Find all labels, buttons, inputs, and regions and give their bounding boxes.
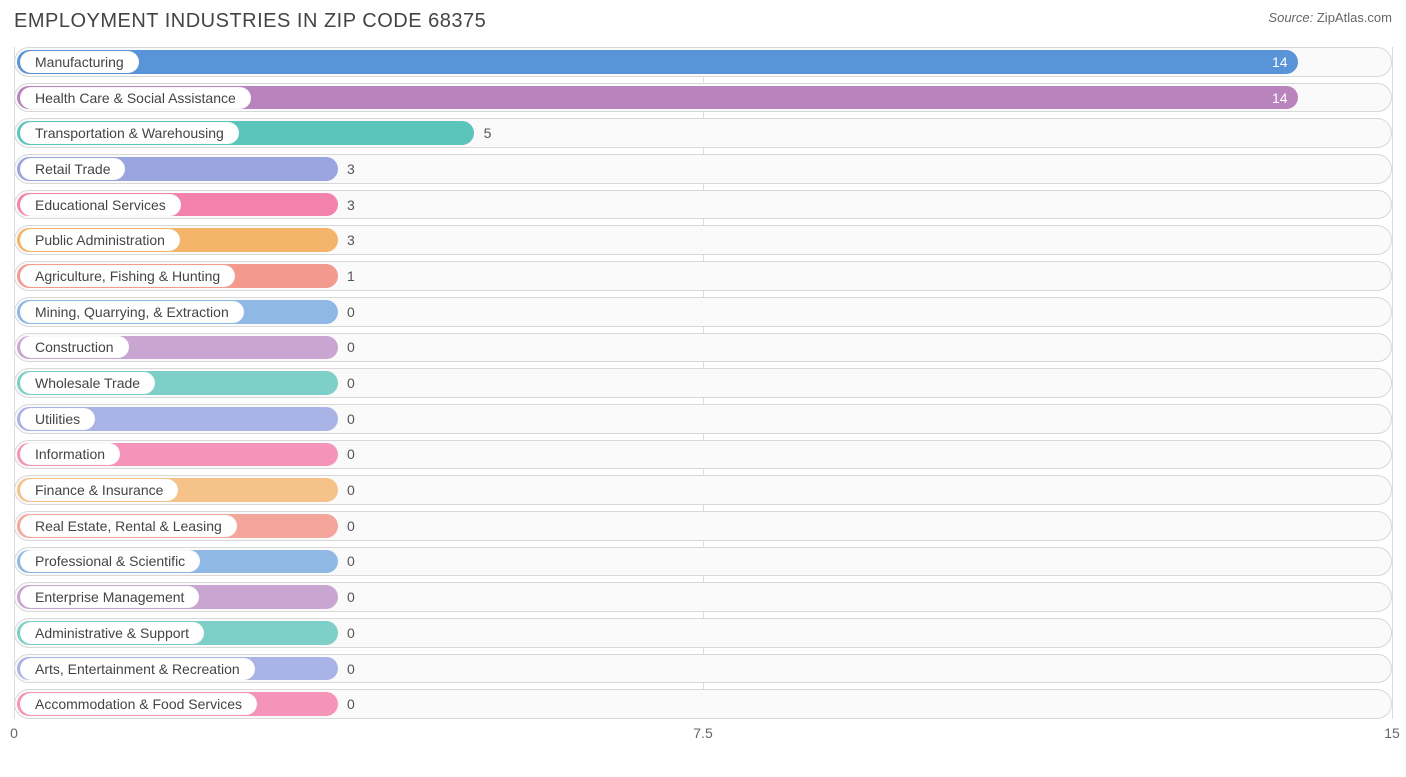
- bar-fill: Manufacturing 14: [17, 50, 1298, 74]
- bar-value: 0: [347, 625, 355, 641]
- bar-value: 0: [347, 661, 355, 677]
- chart-source: Source: ZipAtlas.com: [1268, 10, 1392, 25]
- bar-label: Accommodation & Food Services: [20, 693, 257, 715]
- bar-label: Real Estate, Rental & Leasing: [20, 515, 237, 537]
- bar-row: 0 Utilities: [14, 404, 1392, 434]
- bar-value: 0: [347, 518, 355, 534]
- bar-row: 0 Real Estate, Rental & Leasing: [14, 511, 1392, 541]
- x-axis: 07.515: [14, 719, 1392, 747]
- bar-fill: Utilities: [17, 407, 338, 431]
- bar-fill: Health Care & Social Assistance 14: [17, 86, 1298, 110]
- bar-fill: Professional & Scientific: [17, 550, 338, 574]
- bar-value: 0: [347, 589, 355, 605]
- bar-label: Public Administration: [20, 229, 180, 251]
- bar-value: 3: [347, 232, 355, 248]
- bar-row: 0 Mining, Quarrying, & Extraction: [14, 297, 1392, 327]
- bar-fill: Finance & Insurance: [17, 478, 338, 502]
- bar-fill: Information: [17, 443, 338, 467]
- bar-row: 0 Professional & Scientific: [14, 547, 1392, 577]
- bar-label: Enterprise Management: [20, 586, 199, 608]
- gridline: [1392, 47, 1393, 719]
- bar-row: 5 Transportation & Warehousing: [14, 118, 1392, 148]
- bar-fill: Retail Trade: [17, 157, 338, 181]
- bar-row: 0 Enterprise Management: [14, 582, 1392, 612]
- bar-label: Arts, Entertainment & Recreation: [20, 658, 255, 680]
- bar-value: 0: [347, 446, 355, 462]
- bar-row: 0 Administrative & Support: [14, 618, 1392, 648]
- bar-value: 14: [1272, 90, 1288, 106]
- bar-fill: Enterprise Management: [17, 585, 338, 609]
- bar-fill: Construction: [17, 336, 338, 360]
- bar-label: Construction: [20, 336, 129, 358]
- bar-row: 1 Agriculture, Fishing & Hunting: [14, 261, 1392, 291]
- bar-value: 0: [347, 411, 355, 427]
- bar-label: Administrative & Support: [20, 622, 204, 644]
- bar-label: Educational Services: [20, 194, 181, 216]
- bar-row: 0 Construction: [14, 333, 1392, 363]
- plot-area: Manufacturing14Health Care & Social Assi…: [14, 47, 1392, 747]
- bar-value: 0: [347, 482, 355, 498]
- bar-row: 0 Arts, Entertainment & Recreation: [14, 654, 1392, 684]
- chart-title: EMPLOYMENT INDUSTRIES IN ZIP CODE 68375: [14, 10, 486, 33]
- bar-row: 0 Wholesale Trade: [14, 368, 1392, 398]
- chart-container: EMPLOYMENT INDUSTRIES IN ZIP CODE 68375 …: [0, 0, 1406, 777]
- bar-row: 0 Accommodation & Food Services: [14, 689, 1392, 719]
- bar-fill: Accommodation & Food Services: [17, 692, 338, 716]
- bar-label: Transportation & Warehousing: [20, 122, 239, 144]
- x-tick-label: 0: [10, 725, 18, 741]
- bar-value: 0: [347, 339, 355, 355]
- bar-fill: Real Estate, Rental & Leasing: [17, 514, 338, 538]
- chart-header: EMPLOYMENT INDUSTRIES IN ZIP CODE 68375 …: [14, 10, 1392, 33]
- source-label: Source:: [1268, 10, 1313, 25]
- source-value: ZipAtlas.com: [1317, 10, 1392, 25]
- bar-label: Agriculture, Fishing & Hunting: [20, 265, 235, 287]
- bar-label: Health Care & Social Assistance: [20, 87, 251, 109]
- bar-row: 3 Public Administration: [14, 225, 1392, 255]
- bar-value: 1: [347, 268, 355, 284]
- bar-label: Professional & Scientific: [20, 550, 200, 572]
- bar-label: Finance & Insurance: [20, 479, 178, 501]
- bar-value: 0: [347, 304, 355, 320]
- bar-label: Information: [20, 443, 120, 465]
- bar-fill: Educational Services: [17, 193, 338, 217]
- bar-value: 3: [347, 161, 355, 177]
- bar-row: 0 Finance & Insurance: [14, 475, 1392, 505]
- bars-group: Manufacturing14Health Care & Social Assi…: [14, 47, 1392, 719]
- bar-row: Manufacturing 14: [14, 47, 1392, 77]
- bar-label: Retail Trade: [20, 158, 125, 180]
- bar-value: 0: [347, 553, 355, 569]
- bar-fill: Mining, Quarrying, & Extraction: [17, 300, 338, 324]
- bar-fill: Arts, Entertainment & Recreation: [17, 657, 338, 681]
- bar-value: 5: [484, 125, 492, 141]
- bar-fill: Transportation & Warehousing: [17, 121, 474, 145]
- bar-row: Health Care & Social Assistance 14: [14, 83, 1392, 113]
- bar-row: 3 Educational Services: [14, 190, 1392, 220]
- bar-fill: Wholesale Trade: [17, 371, 338, 395]
- bar-value: 14: [1272, 54, 1288, 70]
- x-tick-label: 7.5: [693, 725, 712, 741]
- bar-fill: Agriculture, Fishing & Hunting: [17, 264, 338, 288]
- bar-label: Manufacturing: [20, 51, 139, 73]
- bar-fill: Public Administration: [17, 228, 338, 252]
- bar-value: 3: [347, 197, 355, 213]
- bar-label: Utilities: [20, 408, 95, 430]
- bar-value: 0: [347, 375, 355, 391]
- bar-row: 0 Information: [14, 440, 1392, 470]
- bar-label: Mining, Quarrying, & Extraction: [20, 301, 244, 323]
- bar-fill: Administrative & Support: [17, 621, 338, 645]
- bar-value: 0: [347, 696, 355, 712]
- x-tick-label: 15: [1384, 725, 1400, 741]
- bar-row: 3 Retail Trade: [14, 154, 1392, 184]
- bar-label: Wholesale Trade: [20, 372, 155, 394]
